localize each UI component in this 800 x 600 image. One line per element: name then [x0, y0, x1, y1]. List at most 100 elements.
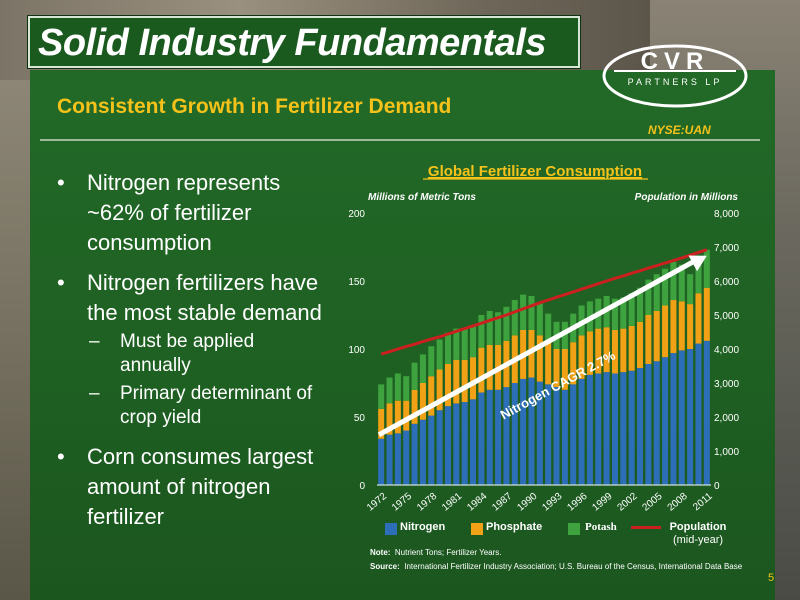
bar-phosphate [578, 335, 585, 379]
bar-nitrogen [637, 368, 644, 485]
chart-title: Global Fertilizer Consumption [428, 163, 642, 180]
x-tick-label: 1993 [540, 491, 564, 514]
bar-nitrogen [478, 392, 485, 485]
bar-nitrogen [403, 430, 410, 485]
bullet-symbol: • [57, 270, 65, 295]
y2-tick-label: 3,000 [714, 379, 739, 390]
x-tick-label: 2008 [666, 491, 690, 514]
bar-phosphate [603, 327, 610, 373]
slide-title: Solid Industry Fundamentals [38, 22, 547, 64]
bar-nitrogen [611, 373, 618, 485]
bar-nitrogen [470, 399, 477, 485]
bullet-list: • Nitrogen represents ~62% of fertilizer… [55, 168, 355, 542]
bar-nitrogen [687, 349, 694, 485]
y2-tick-label: 4,000 [714, 345, 739, 356]
legend-label-phosphate: Phosphate [486, 521, 543, 533]
x-tick-label: 2002 [616, 491, 640, 514]
bar-nitrogen [653, 361, 660, 485]
bullet-line: the most stable demand [87, 300, 322, 325]
cagr-arrow-shaft [377, 256, 701, 437]
bar-potash [678, 264, 685, 302]
bar-phosphate [678, 301, 685, 351]
bar-phosphate [428, 376, 435, 416]
sub-bullet-item: – Must be applied annually [55, 330, 355, 378]
sub-bullet-line: Must be applied [120, 331, 255, 352]
bar-phosphate [695, 293, 702, 344]
bar-nitrogen [586, 374, 593, 485]
bar-phosphate [386, 403, 393, 435]
bar-potash [503, 306, 510, 341]
legend-label-population: Population (mid-year) [663, 521, 733, 547]
bar-potash [495, 312, 502, 345]
y2-tick-label: 0 [714, 481, 720, 492]
bar-nitrogen [486, 389, 493, 485]
bar-potash [528, 295, 535, 330]
bar-nitrogen [461, 402, 468, 485]
legend-population-name: Population [669, 521, 727, 533]
bar-phosphate [419, 383, 426, 420]
x-tick-label: 1987 [490, 491, 514, 514]
bullet-symbol: • [57, 170, 65, 195]
bar-phosphate [403, 400, 410, 431]
ticker-symbol: NYSE:UAN [648, 123, 711, 137]
y2-tick-label: 7,000 [714, 243, 739, 254]
bar-nitrogen [703, 340, 710, 485]
bar-nitrogen [603, 372, 610, 485]
y2-tick-label: 6,000 [714, 277, 739, 288]
bullet-line: Corn consumes largest [87, 444, 314, 469]
bar-phosphate [411, 389, 418, 424]
bar-potash [670, 261, 677, 301]
title-box: Solid Industry Fundamentals [28, 16, 580, 68]
bar-nitrogen [620, 372, 627, 485]
x-tick-label: 2005 [641, 491, 665, 514]
sub-bullet-line: Primary determinant of [120, 383, 313, 404]
bar-phosphate [637, 321, 644, 369]
x-tick-label: 1999 [590, 491, 614, 514]
bar-phosphate [470, 357, 477, 400]
bar-potash [520, 294, 527, 330]
y-axis-label: Millions of Metric Tons [368, 192, 476, 203]
dash-symbol: – [89, 383, 100, 404]
bar-potash [453, 328, 460, 360]
bullet-item: • Nitrogen fertilizers have the most sta… [55, 268, 355, 328]
bullet-line: fertilizer [87, 504, 165, 529]
x-tick-label: 1972 [365, 491, 389, 514]
bar-phosphate [436, 369, 443, 411]
chart-note: Note: Nutrient Tons; Fertilizer Years. [370, 548, 501, 557]
bullet-line: ~62% of fertilizer [87, 200, 252, 225]
bar-phosphate [561, 349, 568, 390]
bar-phosphate [586, 331, 593, 375]
divider [40, 139, 760, 141]
bullet-item: • Corn consumes largest amount of nitrog… [55, 442, 355, 532]
legend-label-potash: Potash [585, 521, 617, 533]
y2-axis-label: Population in Millions [635, 192, 739, 203]
bar-phosphate [444, 363, 451, 407]
bar-potash [428, 346, 435, 377]
bar-phosphate [670, 300, 677, 354]
bar-potash [386, 377, 393, 404]
bar-phosphate [553, 349, 560, 388]
bar-nitrogen [386, 434, 393, 485]
bar-phosphate [687, 304, 694, 349]
logo-text: CVR [641, 48, 710, 75]
source-label: Source: [370, 562, 400, 571]
bullet-line: Nitrogen fertilizers have [87, 270, 319, 295]
bullet-line: Nitrogen represents [87, 170, 281, 195]
sub-bullet-item: – Primary determinant of crop yield [55, 382, 355, 430]
bar-potash [436, 339, 443, 370]
cagr-arrow-head [688, 255, 707, 272]
bar-nitrogen [662, 357, 669, 485]
bar-nitrogen [436, 410, 443, 485]
x-tick-label: 1975 [390, 491, 414, 514]
bar-phosphate [628, 325, 635, 371]
y2-tick-label: 8,000 [714, 209, 739, 220]
bar-nitrogen [595, 373, 602, 485]
bar-phosphate [545, 342, 552, 385]
bar-potash [378, 384, 385, 409]
sub-bullet-line: annually [120, 355, 191, 376]
bar-phosphate [461, 359, 468, 403]
logo-subtext: PARTNERS LP [628, 77, 723, 87]
bar-potash [536, 302, 543, 336]
y2-tick-label: 5,000 [714, 311, 739, 322]
